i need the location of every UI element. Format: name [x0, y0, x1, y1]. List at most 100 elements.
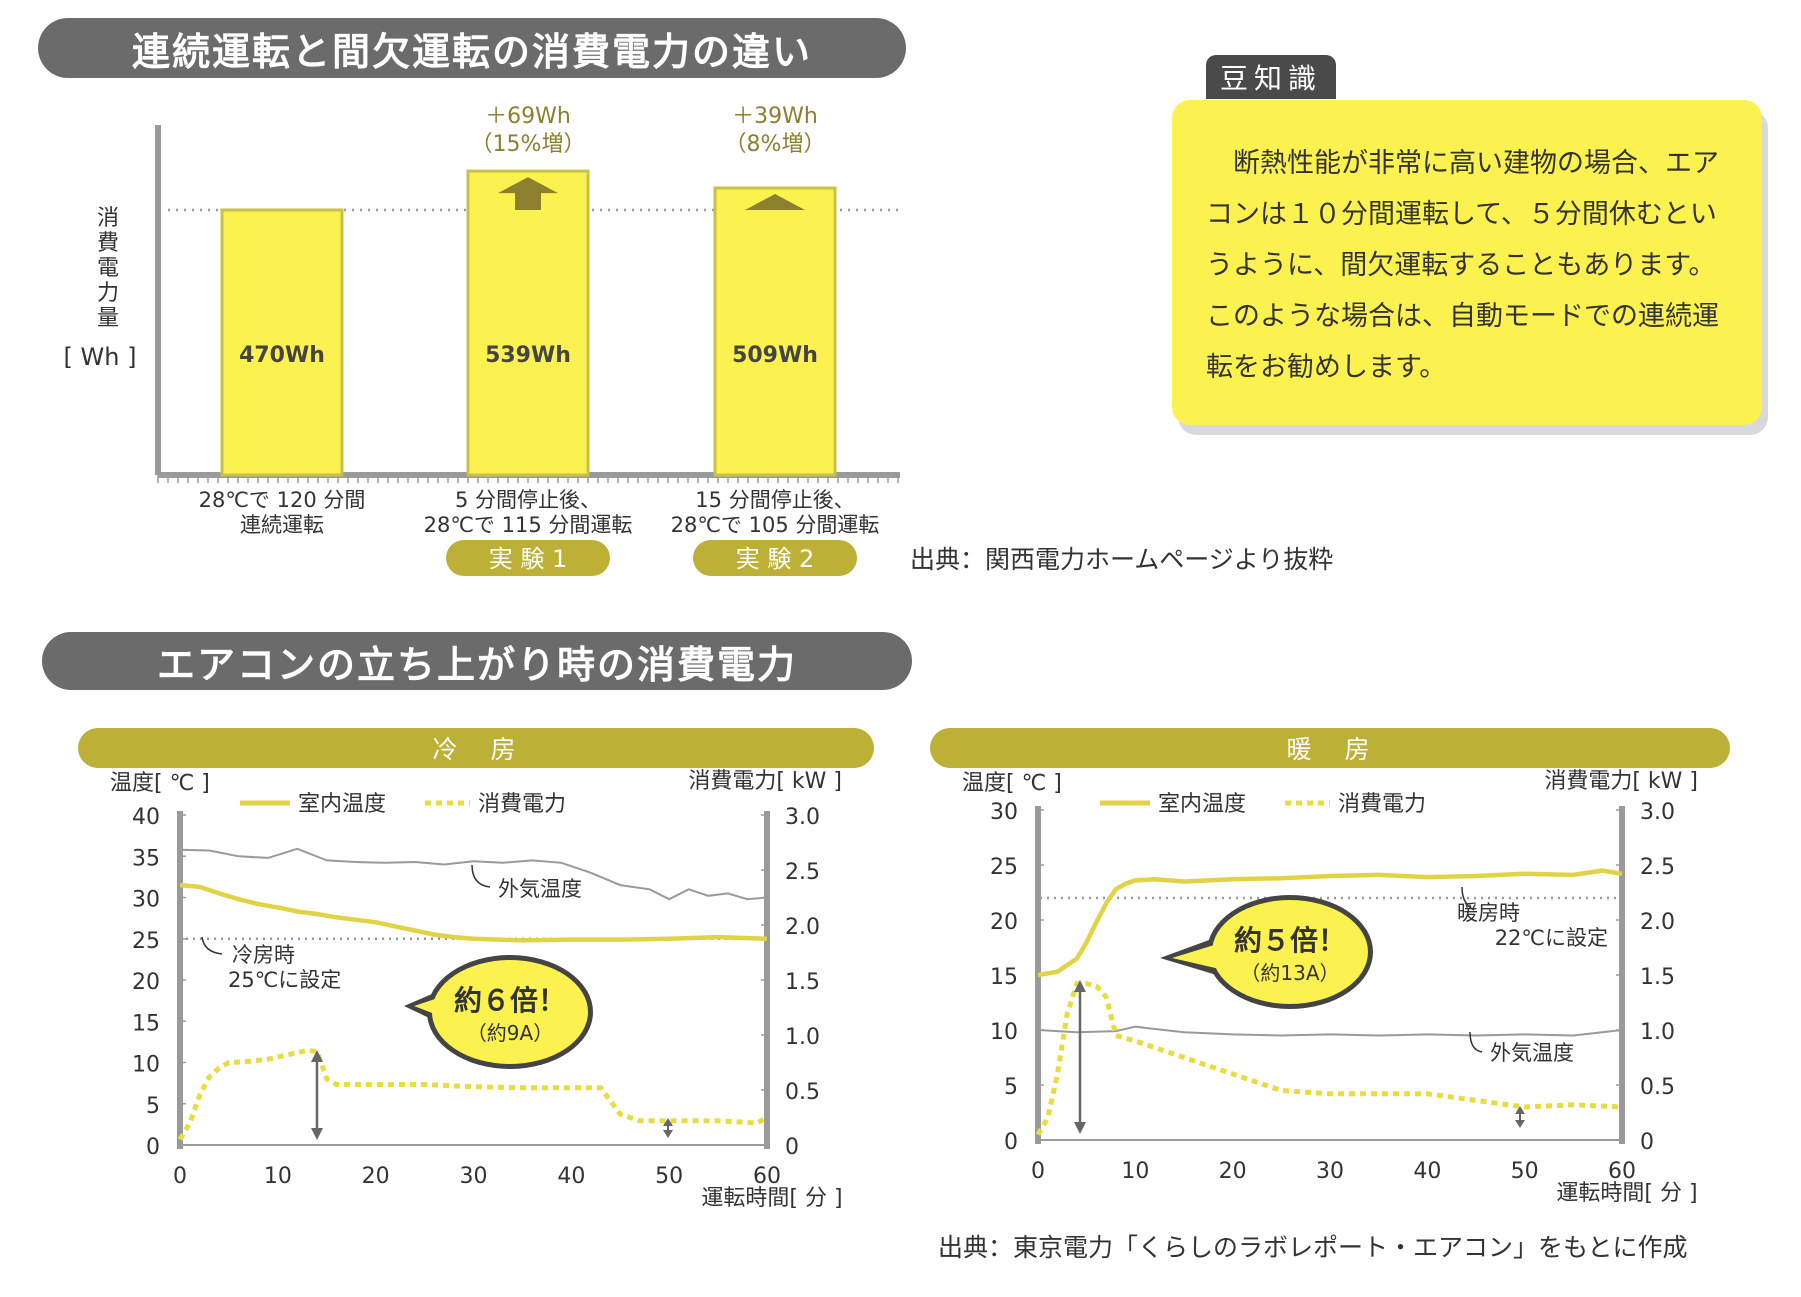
x-tick-label: 60 — [753, 1164, 781, 1189]
right-tick-label: 2.5 — [1640, 855, 1675, 880]
legend-indoor-label: 室内温度 — [1158, 792, 1246, 817]
tip-tab: 豆知識 — [1206, 55, 1336, 99]
y-axis-label-char: 電 — [97, 256, 119, 281]
right-tick-label: 1.0 — [1640, 1020, 1675, 1045]
peak-arrow-head-bottom — [311, 1128, 323, 1140]
series-outdoor-temp — [179, 847, 768, 901]
left-tick-label: 0 — [146, 1135, 160, 1160]
left-tick-label: 10 — [132, 1053, 160, 1078]
category-label: 5 分間停止後、 — [455, 488, 601, 512]
x-tick-label: 30 — [1316, 1159, 1344, 1184]
right-axis-label: 消費電力[ kW ] — [1544, 769, 1698, 794]
setpoint-leader — [1461, 886, 1475, 911]
line-chart-heating: 暖 房 0 5 10 15 20 25 30 0 0.5 1.0 1.5 2.0 2.5 3.0 0 10 20 3… — [930, 728, 1730, 1206]
left-tick-label: 40 — [132, 805, 160, 830]
y-axis-label-char: 費 — [97, 231, 119, 256]
right-tick-label: 2.5 — [785, 860, 820, 885]
series-power — [1035, 981, 1623, 1136]
callout-bubble — [1212, 900, 1368, 1004]
right-tick-label: 1.0 — [785, 1025, 820, 1050]
left-tick-label: 10 — [990, 1020, 1018, 1045]
series-outdoor-temp — [1037, 1025, 1623, 1037]
right-tick-label: 0.5 — [785, 1080, 820, 1105]
peak-arrow-head-bottom — [1074, 1122, 1086, 1134]
right-axis-label: 消費電力[ kW ] — [688, 769, 842, 794]
x-tick-label: 20 — [1219, 1159, 1247, 1184]
right-tick-label: 0 — [785, 1135, 799, 1160]
tip-text: 断熱性能が非常に高い建物の場合、エアコンは１０分間運転して、５分間休むというよう… — [1206, 148, 1719, 383]
outdoor-label: 外気温度 — [498, 877, 582, 901]
steady-arrow-head-bottom — [1515, 1120, 1525, 1128]
y-axis-label-char: 量 — [97, 306, 119, 331]
callout-sub: （約13A） — [1240, 961, 1339, 985]
right-tick-label: 0.5 — [1640, 1075, 1675, 1100]
increase-arrow — [498, 177, 558, 210]
section2-title: エアコンの立ち上がり時の消費電力 — [42, 632, 912, 690]
x-tick-label: 40 — [557, 1164, 585, 1189]
section1-title: 連続運転と間欠運転の消費電力の違い — [38, 18, 906, 78]
left-tick-label: 20 — [990, 910, 1018, 935]
callout-main: 約６倍！ — [454, 984, 566, 1017]
series-indoor-temp — [1037, 868, 1623, 978]
source-kansai: 出典：関西電力ホームページより抜粋 — [910, 545, 1334, 574]
x-tick-label: 50 — [655, 1164, 683, 1189]
band — [78, 728, 874, 768]
setpoint-leader — [201, 936, 223, 955]
x-axis-label: 運転時間[ 分 ] — [1556, 1181, 1697, 1206]
x-axis-label: 運転時間[ 分 ] — [701, 1186, 842, 1211]
y-axis-label-char: 力 — [97, 281, 119, 306]
left-tick-label: 25 — [990, 855, 1018, 880]
right-tick-label: 1.5 — [1640, 965, 1675, 990]
x-tick-label: 10 — [1121, 1159, 1149, 1184]
increase-arrow — [745, 194, 805, 211]
legend-indoor-label: 室内温度 — [298, 792, 386, 817]
band — [930, 728, 1730, 768]
experiment-pill — [446, 540, 610, 576]
right-tick-label: 1.5 — [785, 970, 820, 995]
y-axis-label-char: 消 — [97, 206, 119, 231]
line-chart-cooling: 冷 房 0 5 10 15 20 25 30 35 40 0 0.5 1.0 1.5 2.0 2.5 3.0 0 1… — [78, 728, 874, 1211]
setpoint-label-line1: 暖房時 — [1457, 901, 1520, 925]
category-label: 28℃で 105 分間運転 — [671, 513, 880, 537]
x-tick-label: 0 — [173, 1164, 187, 1189]
band-label: 暖 房 — [1286, 735, 1373, 764]
bar-value-label: 470Wh — [239, 343, 325, 368]
bar — [713, 186, 837, 477]
increase-percent: （8%増） — [725, 132, 826, 157]
right-tick-label: 3.0 — [1640, 800, 1675, 825]
right-tick-label: 2.0 — [1640, 910, 1675, 935]
left-axis-label: 温度[ ℃ ] — [110, 771, 210, 796]
series-power — [177, 1047, 769, 1141]
x-tick-label: 0 — [1031, 1159, 1045, 1184]
experiment-label: 実 験 2 — [736, 545, 815, 573]
right-tick-label: 3.0 — [785, 805, 820, 830]
outdoor-leader — [471, 864, 491, 888]
callout-sub: （約9A） — [467, 1021, 553, 1045]
callout-tail — [1172, 942, 1224, 970]
category-label: 15 分間停止後、 — [695, 488, 854, 512]
left-tick-label: 20 — [132, 970, 160, 995]
outdoor-label: 外気温度 — [1490, 1041, 1574, 1065]
left-tick-label: 15 — [132, 1011, 160, 1036]
x-tick-label: 60 — [1608, 1159, 1636, 1184]
steady-arrow-head-bottom — [663, 1130, 673, 1138]
setpoint-label-line1: 冷房時 — [232, 943, 295, 967]
callout-main: 約５倍！ — [1234, 924, 1346, 957]
setpoint-label-line2: 22℃に設定 — [1495, 926, 1608, 950]
x-tick-label: 50 — [1511, 1159, 1539, 1184]
left-tick-label: 25 — [132, 929, 160, 954]
right-tick-label: 2.0 — [785, 915, 820, 940]
steady-arrow-head-top — [1515, 1106, 1525, 1114]
band-label: 冷 房 — [432, 735, 519, 764]
left-tick-label: 0 — [1004, 1130, 1018, 1155]
legend-power-label: 消費電力 — [1338, 792, 1426, 817]
category-label: 28℃で 115 分間運転 — [424, 513, 633, 537]
right-tick-label: 0 — [1640, 1130, 1654, 1155]
left-tick-label: 35 — [132, 846, 160, 871]
tip-box: 断熱性能が非常に高い建物の場合、エアコンは１０分間運転して、５分間休むというよう… — [1172, 100, 1762, 425]
bar-value-label: 509Wh — [732, 343, 818, 368]
increase-label: ＋39Wh — [732, 104, 818, 129]
series-indoor-temp — [179, 882, 768, 943]
bar — [466, 169, 590, 477]
